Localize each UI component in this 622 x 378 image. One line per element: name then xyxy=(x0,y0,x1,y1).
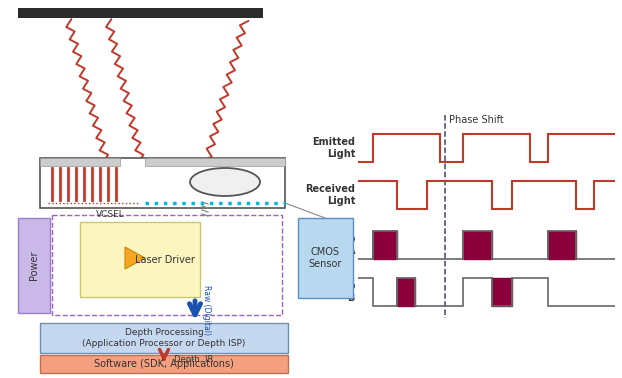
Bar xyxy=(40,158,120,166)
Bar xyxy=(40,158,285,208)
Text: Received
Light: Received Light xyxy=(305,184,355,206)
Text: Depth, IR: Depth, IR xyxy=(174,355,213,364)
Polygon shape xyxy=(125,247,145,269)
Text: CMOS
Sensor: CMOS Sensor xyxy=(309,247,341,269)
Bar xyxy=(18,8,263,18)
Text: Depth Processing
(Application Processor or Depth ISP): Depth Processing (Application Processor … xyxy=(82,328,246,348)
Text: Pixel Tap
B: Pixel Tap B xyxy=(305,281,355,303)
Ellipse shape xyxy=(190,168,260,196)
Bar xyxy=(18,218,50,313)
Text: Emitted
Light: Emitted Light xyxy=(312,137,355,159)
Text: Power: Power xyxy=(29,250,39,280)
Bar xyxy=(145,158,285,166)
Text: VCSEL: VCSEL xyxy=(96,210,124,219)
Bar xyxy=(40,355,288,373)
Text: Raw (Digital): Raw (Digital) xyxy=(202,285,211,335)
Bar xyxy=(40,323,288,353)
Bar xyxy=(80,222,200,297)
Bar xyxy=(298,218,353,298)
Bar xyxy=(52,215,282,315)
Text: Laser Driver: Laser Driver xyxy=(135,255,195,265)
Text: Software (SDK, Applications): Software (SDK, Applications) xyxy=(94,359,234,369)
Text: Pixel Tap
A: Pixel Tap A xyxy=(305,234,355,256)
Text: Phase Shift: Phase Shift xyxy=(449,115,504,125)
